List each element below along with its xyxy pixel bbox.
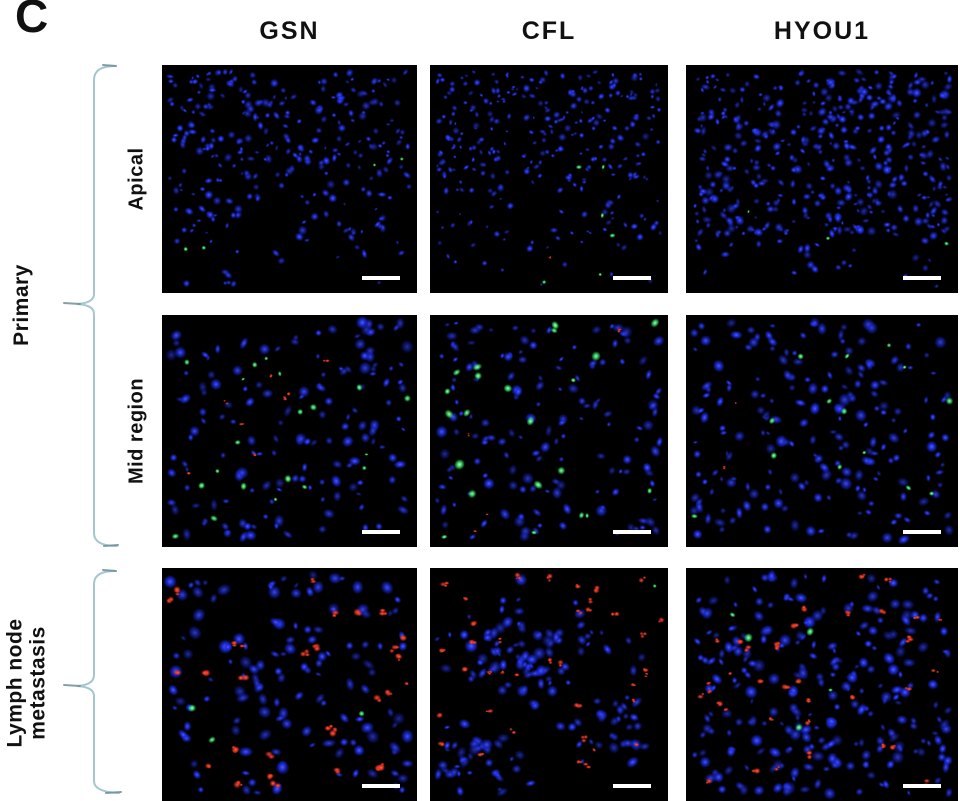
- scale-bar: [362, 784, 400, 788]
- column-header-cfl: CFL: [521, 17, 577, 45]
- group-label-lymph-node-line1: Lymph node: [3, 618, 27, 748]
- group-label-primary: Primary: [10, 264, 33, 346]
- micrograph-gsn-lymph-node-metastasis: [162, 568, 417, 801]
- row-label-apical: Apical: [125, 147, 148, 211]
- scale-bar: [613, 784, 651, 788]
- scale-bar: [613, 530, 651, 534]
- micrograph-gsn-apical: [162, 65, 417, 293]
- scale-bar: [903, 784, 941, 788]
- scale-bar: [362, 276, 400, 280]
- column-header-gsn: GSN: [259, 17, 320, 45]
- micrograph-hyou1-apical: [686, 65, 958, 293]
- micrograph-cfl-mid-region: [430, 315, 668, 547]
- scale-bar: [613, 276, 651, 280]
- primary-bracket: [76, 65, 118, 547]
- micrograph-gsn-mid-region: [162, 315, 417, 547]
- row-label-mid-region: Mid region: [125, 377, 148, 485]
- micrograph-hyou1-mid-region: [686, 315, 958, 547]
- lymph-node-bracket: [76, 570, 120, 794]
- scale-bar: [903, 530, 941, 534]
- micrograph-cfl-lymph-node-metastasis: [430, 568, 668, 801]
- column-header-hyou1: HYOU1: [773, 17, 871, 45]
- scale-bar: [362, 530, 400, 534]
- figure-label: C: [15, 0, 49, 42]
- micrograph-hyou1-lymph-node-metastasis: [686, 568, 958, 801]
- group-label-lymph-node-line2: metastasis: [26, 626, 49, 740]
- bracket-tip-marks: [63, 64, 122, 794]
- scale-bar: [903, 276, 941, 280]
- group-label-lymph-node-metastasis: Lymph node metastasis: [3, 618, 49, 748]
- micrograph-cfl-apical: [430, 65, 668, 293]
